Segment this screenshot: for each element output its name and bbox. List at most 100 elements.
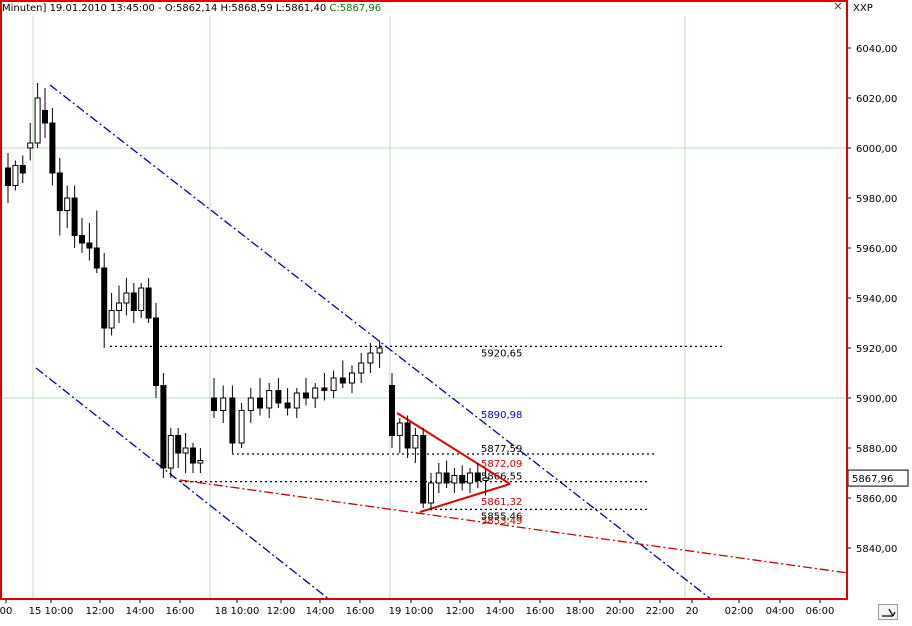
scroll-to-end-icon[interactable] [878, 604, 898, 620]
x-tick-label: 12:00 [86, 606, 115, 617]
candle-body [482, 477, 489, 481]
x-tick-label: 20 [686, 606, 699, 617]
close-icon[interactable]: ✕ [833, 0, 843, 13]
annotation-label: 5890,98 [481, 410, 522, 421]
candle-body [435, 472, 442, 484]
candle-body [34, 97, 41, 144]
candle-body [330, 377, 337, 391]
x-tick-label: 12:00 [446, 606, 475, 617]
candle-body [19, 165, 26, 174]
candle-body [79, 235, 85, 244]
ohlc-info-text: Minuten] 19.01.2010 13:45:00 - O:5862,14… [2, 3, 330, 14]
triangle-lower-edge [419, 483, 511, 513]
x-tick-label: 22:00 [646, 606, 675, 617]
candle-body [367, 352, 374, 364]
y-tick-label: 5840,00 [856, 544, 897, 555]
candle-body [451, 475, 458, 484]
x-tick-label: 14:00 [306, 606, 335, 617]
current-price-label: 5867,96 [852, 474, 893, 485]
x-tick-label: 12:00 [267, 606, 296, 617]
x-tick-label: 14:00 [486, 606, 515, 617]
candle-body [27, 142, 34, 149]
candle-body [443, 472, 450, 484]
x-tick-label: 19 10:00 [389, 606, 434, 617]
candle-body [175, 435, 182, 454]
level-label: 5877,59 [481, 444, 522, 455]
candle-body [312, 387, 319, 399]
current-price-box [847, 469, 909, 487]
candle-body [108, 310, 115, 329]
y-tick-label: 6020,00 [856, 94, 897, 105]
candle-body [293, 392, 300, 409]
ohlc-close-value: C:5867,96 [329, 3, 382, 14]
candle-body [211, 397, 217, 411]
x-tick-label: 00 [0, 606, 12, 617]
y-tick-label: 5940,00 [856, 294, 897, 305]
candle-body [229, 397, 236, 444]
triangle-upper-edge [396, 412, 511, 485]
candle-body [275, 390, 282, 404]
candle-body [160, 385, 167, 469]
candle-body [284, 402, 291, 409]
y-tick-label: 5920,00 [856, 344, 897, 355]
x-tick-label: 16:00 [166, 606, 195, 617]
candle-body [42, 110, 48, 124]
candle-body [303, 392, 309, 399]
level-label: 5920,65 [481, 348, 522, 359]
price-axis-symbol: XXP [853, 3, 873, 14]
channel-lower-line [35, 367, 331, 601]
candle-body [339, 377, 346, 384]
candle-body [86, 242, 93, 249]
candle-body [266, 390, 273, 409]
candle-body [389, 385, 395, 436]
candle-body [153, 317, 159, 386]
y-tick-label: 6040,00 [856, 44, 897, 55]
candle-body [321, 387, 328, 391]
annotation-label: 5872,09 [481, 459, 522, 470]
candle-body [12, 165, 19, 186]
annotation-label: 5853,49 [481, 516, 522, 527]
candle-body [56, 172, 63, 211]
candle-body [257, 397, 263, 409]
candle-body [93, 247, 100, 269]
candle-body [5, 167, 11, 186]
support-trend-line [179, 479, 849, 574]
ohlc-info-bar: Minuten] 19.01.2010 13:45:00 - O:5862,14… [2, 2, 384, 16]
candle-body [404, 422, 411, 449]
x-tick-label: 02:00 [725, 606, 754, 617]
candle-body [197, 460, 204, 464]
candle-body [116, 302, 122, 311]
candle-body [167, 435, 174, 469]
candle-body [412, 435, 419, 449]
candle-body [138, 287, 145, 311]
level-label: 5855,46 [481, 511, 522, 522]
y-tick-label: 6000,00 [856, 144, 897, 155]
candle-body [349, 372, 355, 384]
x-tick-label: 06:00 [806, 606, 835, 617]
y-tick-label: 5960,00 [856, 244, 897, 255]
candle-body [428, 482, 434, 504]
channel-upper-line [49, 84, 713, 601]
candle-body [220, 397, 227, 411]
x-tick-label: 16:00 [346, 606, 375, 617]
x-tick-label: 14:00 [126, 606, 155, 617]
y-tick-label: 5980,00 [856, 194, 897, 205]
x-tick-label: 18 10:00 [215, 606, 260, 617]
y-tick-label: 5880,00 [856, 444, 897, 455]
candle-body [358, 362, 365, 374]
x-tick-label: 15 10:00 [29, 606, 74, 617]
y-tick-label: 5860,00 [856, 494, 897, 505]
candle-body [49, 122, 56, 174]
x-tick-label: 18:00 [566, 606, 595, 617]
candle-body [420, 435, 427, 504]
candle-body [71, 197, 78, 236]
candle-body [459, 475, 466, 484]
candle-body [376, 347, 383, 354]
candle-body [467, 472, 473, 484]
annotation-label: 5861,32 [481, 497, 522, 508]
candle-body [130, 292, 137, 311]
candle-body [182, 447, 189, 454]
x-tick-label: 16:00 [526, 606, 555, 617]
candle-body [238, 410, 245, 444]
